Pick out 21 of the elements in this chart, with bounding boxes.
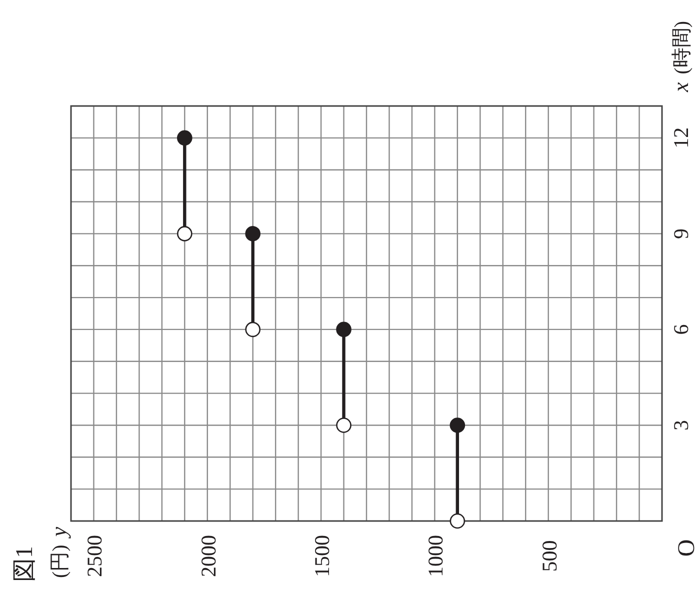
- x-tick-label: 2500: [82, 535, 107, 577]
- y-axis-title: x (時間): [668, 20, 693, 93]
- x-tick-label: 500: [537, 540, 562, 572]
- point: [450, 418, 466, 433]
- point: [336, 418, 352, 433]
- point: [245, 322, 260, 338]
- x-tick-label: 1000: [424, 535, 448, 577]
- point: [245, 226, 260, 242]
- point: [177, 226, 192, 242]
- text: (円) y: [46, 526, 71, 578]
- text: 図1: [12, 546, 38, 582]
- x-tick-label: 2000: [196, 535, 220, 577]
- y-tick-label: 3: [669, 420, 693, 430]
- x-tick-label: 1500: [310, 535, 334, 577]
- y-tick-label: 12: [669, 127, 693, 148]
- point: [336, 322, 352, 338]
- point: [450, 513, 466, 529]
- text: O: [674, 539, 697, 557]
- point: [177, 130, 192, 146]
- y-tick-label: 9: [669, 228, 693, 239]
- y-tick-label: 6: [669, 324, 693, 335]
